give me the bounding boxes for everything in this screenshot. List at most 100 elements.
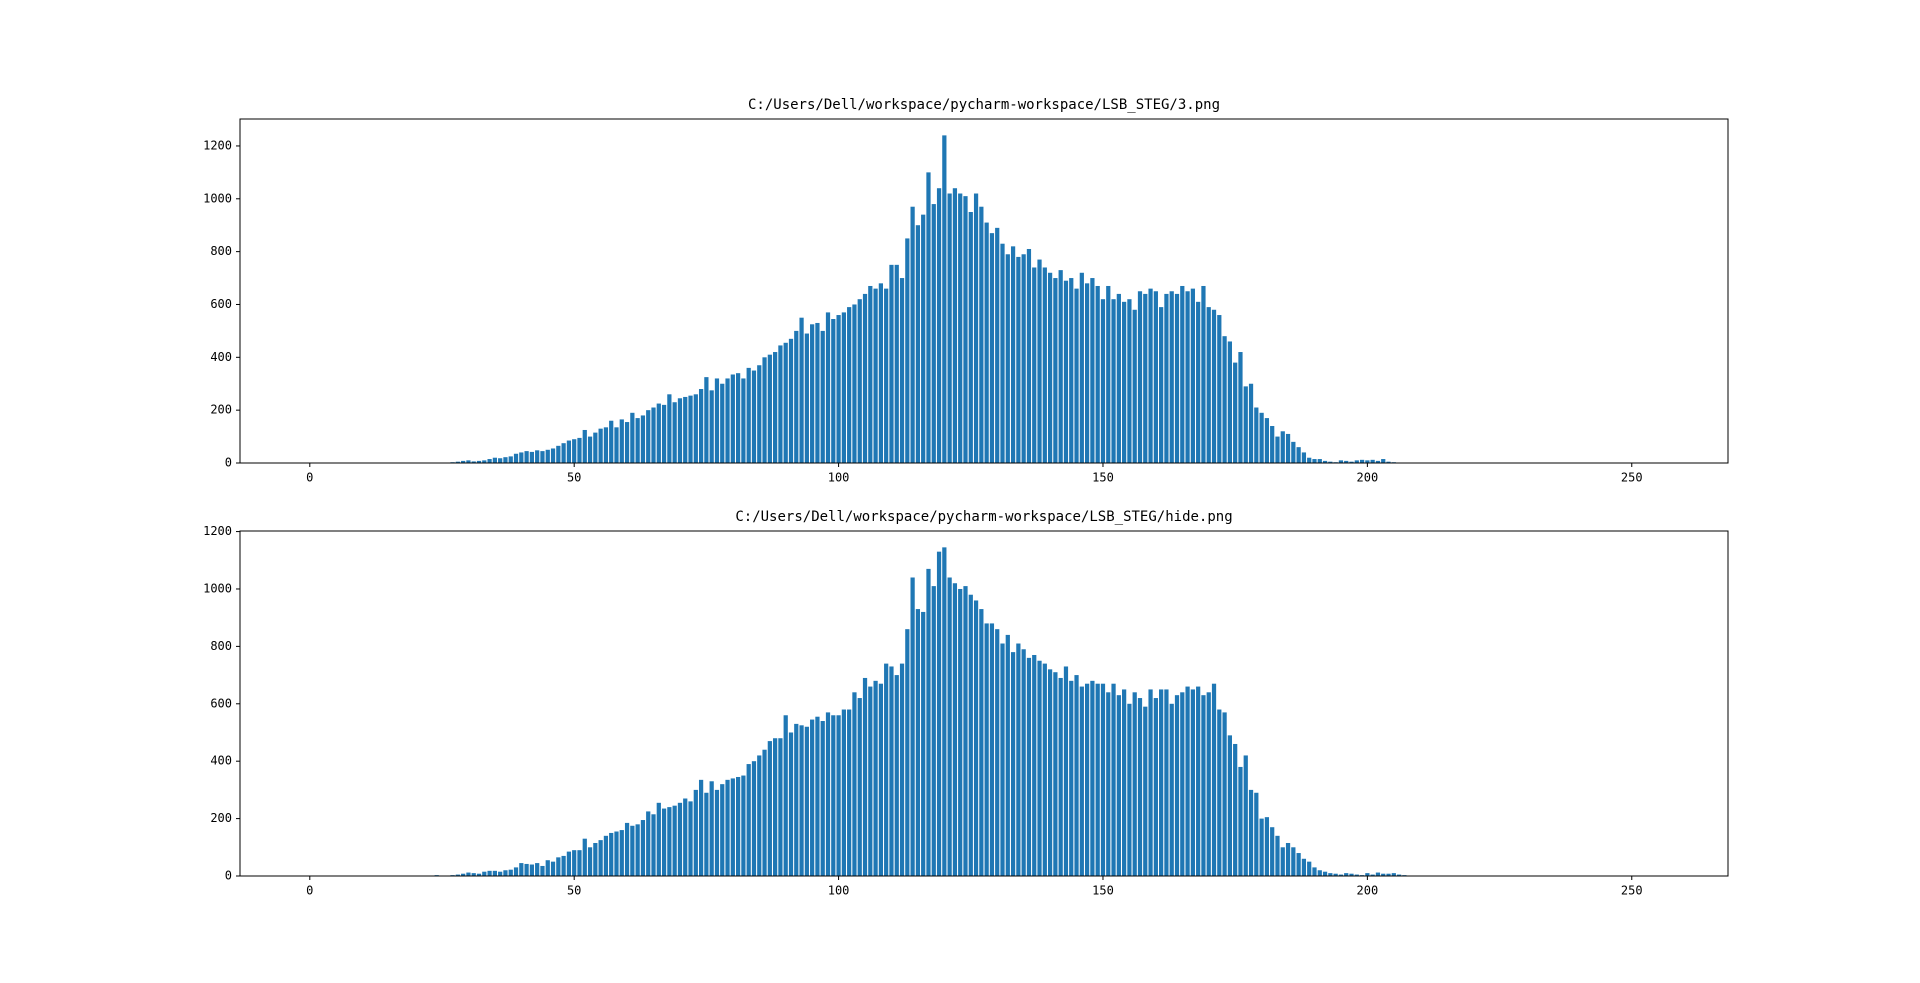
bar (688, 395, 693, 463)
bar (878, 283, 884, 463)
bar (561, 855, 566, 876)
bar (619, 419, 624, 463)
bar (831, 319, 836, 463)
bar (1365, 873, 1370, 876)
bar (820, 721, 825, 876)
x-tick-label: 100 (828, 471, 850, 485)
bar (1280, 431, 1285, 463)
bar (1153, 698, 1158, 876)
bar (455, 461, 460, 463)
bar (1084, 283, 1090, 463)
bar (545, 860, 550, 876)
chart-title: C:/Users/Dell/workspace/pycharm-workspac… (748, 97, 1220, 113)
bar (820, 330, 825, 463)
bar (794, 723, 799, 876)
bar (884, 288, 889, 463)
bar (593, 432, 598, 463)
bar (1000, 243, 1005, 463)
bar (1053, 278, 1058, 463)
bar (1386, 873, 1391, 876)
bar (487, 459, 492, 463)
bar (767, 741, 772, 876)
bar (831, 715, 836, 876)
bar (1174, 293, 1180, 463)
bar (466, 872, 471, 876)
x-tick-label: 50 (567, 471, 581, 485)
bar (847, 709, 852, 876)
bar (624, 822, 630, 876)
bar (1301, 452, 1307, 463)
bar (905, 629, 910, 876)
bar (1196, 301, 1201, 463)
bar (815, 322, 820, 463)
bar (1106, 285, 1111, 463)
bar (603, 427, 609, 463)
bar (1264, 418, 1270, 463)
bar (1095, 683, 1100, 876)
bar (1190, 689, 1195, 876)
bar (778, 738, 783, 876)
bar (683, 798, 688, 876)
bar (1381, 459, 1386, 463)
bar (1169, 703, 1174, 876)
bar (1259, 818, 1264, 876)
bar (1396, 874, 1402, 876)
bar (640, 415, 646, 463)
bar (1185, 291, 1190, 463)
bar (1254, 407, 1259, 463)
bar (535, 863, 540, 876)
bar (1206, 692, 1211, 876)
bar (609, 832, 614, 876)
bar (508, 869, 513, 876)
bar (693, 789, 698, 876)
bar (725, 779, 730, 876)
bar (1285, 842, 1291, 876)
bar (466, 460, 471, 463)
bar (1270, 426, 1275, 463)
bar (1164, 689, 1169, 876)
bar (624, 422, 630, 463)
bar (1095, 285, 1100, 463)
bar (582, 838, 587, 876)
bar (1317, 870, 1322, 876)
bar (973, 193, 979, 464)
x-tick-label: 50 (567, 884, 581, 898)
bar (683, 396, 688, 463)
bar (1037, 660, 1042, 876)
bar (1381, 873, 1386, 876)
bar (614, 831, 619, 876)
bar (1090, 278, 1095, 463)
bar (1259, 412, 1264, 463)
y-tick-label: 0 (225, 456, 232, 470)
bar (773, 352, 778, 463)
bar (688, 801, 693, 876)
bar (1069, 680, 1074, 876)
x-tick-label: 100 (828, 884, 850, 898)
bar (482, 460, 487, 463)
bar (1063, 280, 1069, 463)
bar (852, 304, 857, 463)
bar (931, 586, 936, 876)
bar (704, 377, 709, 463)
bar (1127, 299, 1132, 463)
bar (1137, 291, 1143, 463)
bar (630, 412, 635, 463)
bar (847, 307, 852, 463)
bar (482, 871, 487, 876)
bar (646, 410, 651, 463)
bar (1270, 827, 1275, 876)
bar (503, 870, 508, 876)
bar (614, 427, 619, 463)
bar (889, 264, 894, 463)
bar (1143, 706, 1148, 876)
bar (963, 196, 968, 464)
bar (1010, 652, 1016, 876)
y-tick-label: 1200 (203, 138, 232, 152)
bar (720, 383, 725, 463)
bar (905, 238, 910, 463)
bar (1307, 457, 1312, 463)
bar (984, 222, 989, 463)
bar (529, 451, 535, 463)
bar (1211, 683, 1217, 876)
bar (656, 403, 661, 463)
